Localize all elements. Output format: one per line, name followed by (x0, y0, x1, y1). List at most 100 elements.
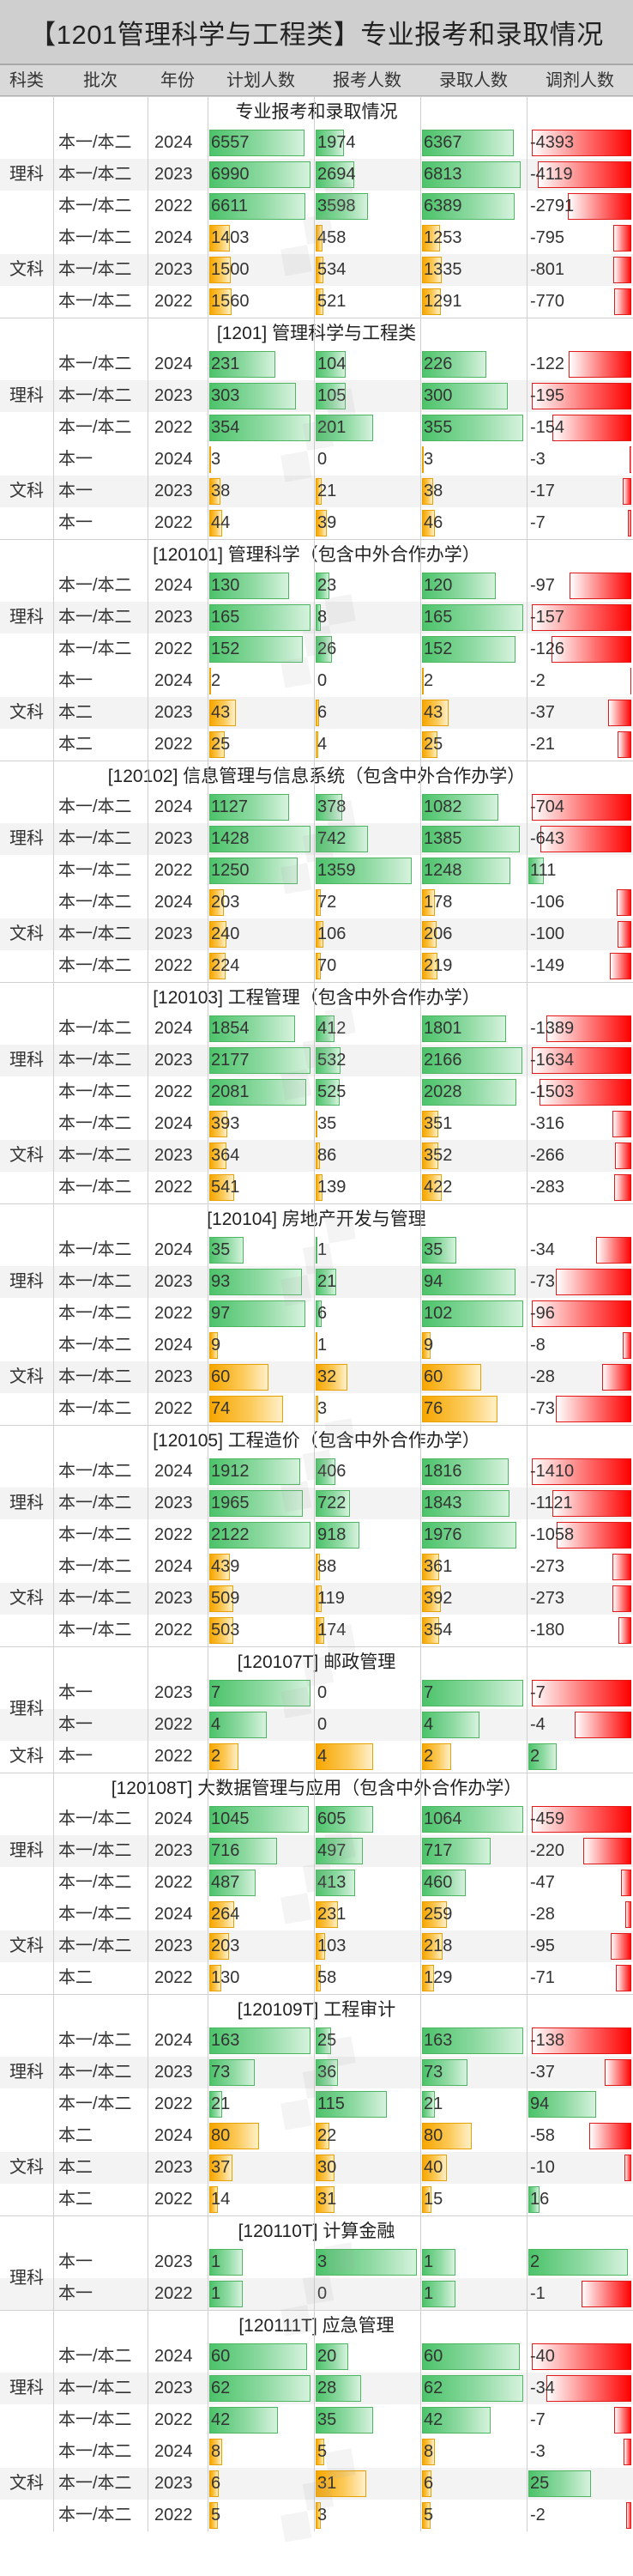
batch-cell: 本一/本二 (58, 1272, 132, 1291)
plan-bar (209, 1680, 310, 1706)
table-row: 本一/本二 2023 6 31 6 25 (0, 2468, 633, 2500)
plan-bar (209, 1269, 302, 1295)
apply-bar (316, 510, 327, 536)
admit-value: 1253 (424, 228, 462, 247)
plan-bar (209, 1396, 283, 1422)
plan-value: 2081 (211, 1082, 250, 1101)
adjust-bar (538, 161, 631, 188)
year-cell: 2022 (154, 2190, 193, 2209)
table-row: 本二 2023 43 6 43 -37 (0, 697, 633, 729)
section-title: [120108T] 大数据管理与应用（包含中外合作办学） (0, 1773, 633, 1803)
adjust-value: -21 (530, 735, 555, 754)
adjust-bar (546, 1015, 631, 1042)
year-cell: 2023 (154, 1494, 193, 1512)
adjust-bar (532, 130, 631, 156)
table-row: 本一/本二 2022 6611 3598 6389 -2791 (0, 191, 633, 222)
admit-value: 717 (424, 1841, 453, 1860)
adjust-bar (605, 2059, 631, 2086)
table-row: 本一/本二 2024 1403 458 1253 -795 (0, 222, 633, 254)
batch-cell: 本一/本二 (58, 1082, 132, 1101)
admit-value: 1 (424, 2284, 434, 2303)
kelei-label: 文科 (9, 260, 44, 279)
plan-value: 21 (211, 2094, 231, 2113)
adjust-value: -4393 (530, 133, 575, 152)
plan-value: 231 (211, 355, 240, 373)
adjust-value: -157 (530, 608, 565, 627)
table-row: 本一/本二 2024 9 1 9 -8 (0, 1330, 633, 1361)
plan-value: 3 (211, 450, 221, 469)
kelei-label: 文科 (9, 1937, 44, 1955)
table-row: 本一/本二 2024 35 1 35 -34 (0, 1234, 633, 1266)
apply-bar (316, 1838, 363, 1864)
apply-bar (316, 1901, 338, 1928)
year-cell: 2023 (154, 1589, 193, 1608)
adjust-value: -220 (530, 1841, 565, 1860)
kelei-label: 理科 (9, 1494, 44, 1512)
adjust-value: -47 (530, 1873, 555, 1892)
admit-value: 129 (424, 1968, 453, 1987)
apply-bar (316, 2249, 417, 2276)
plan-bar (209, 1458, 300, 1485)
plan-value: 14 (211, 2190, 231, 2209)
plan-bar (209, 478, 220, 505)
batch-cell: 本一/本二 (58, 608, 132, 627)
adjust-bar (528, 2470, 591, 2497)
admit-value: 6 (424, 2474, 434, 2493)
plan-bar (209, 858, 298, 884)
admit-value: 392 (424, 1589, 453, 1608)
apply-value: 0 (317, 1683, 328, 1702)
year-cell: 2022 (154, 1304, 193, 1323)
adjust-value: -795 (530, 228, 565, 247)
apply-bar (316, 1143, 320, 1169)
plan-bar (209, 225, 230, 252)
year-cell: 2024 (154, 1905, 193, 1924)
adjust-value: -316 (530, 1114, 565, 1133)
plan-value: 541 (211, 1178, 240, 1197)
batch-cell: 本一 (58, 2252, 93, 2271)
table-row: 本二 2022 25 4 25 -21 (0, 729, 633, 761)
table-row: 本一/本二 2023 509 119 392 -273 (0, 1583, 633, 1615)
batch-cell: 本一/本二 (58, 2442, 132, 2461)
admit-value: 43 (424, 703, 443, 722)
admit-value: 40 (424, 2158, 443, 2177)
admit-value: 21 (424, 2094, 443, 2113)
admit-bar (422, 1490, 509, 1517)
year-cell: 2024 (154, 1114, 193, 1133)
adjust-value: 111 (530, 861, 557, 880)
admit-value: 152 (424, 639, 453, 658)
table-row: 本一/本二 2022 2122 918 1976 -1058 (0, 1519, 633, 1551)
table-row: 本一/本二 2022 1560 521 1291 -770 (0, 286, 633, 318)
table-row: 本一/本二 2022 97 6 102 -96 (0, 1298, 633, 1330)
adjust-bar (612, 1554, 631, 1580)
adjust-value: -2 (530, 671, 546, 690)
plan-bar (209, 2123, 259, 2149)
adjust-value: -266 (530, 1146, 565, 1165)
apply-value: 534 (317, 260, 347, 279)
admit-value: 300 (424, 386, 453, 405)
adjust-bar (532, 1300, 631, 1327)
adjust-bar (612, 1111, 631, 1137)
section-title: [120111T] 应急管理 (0, 2310, 633, 2341)
plan-value: 6611 (211, 197, 249, 215)
admit-bar (422, 1870, 466, 1896)
adjust-value: -180 (530, 1621, 565, 1640)
admit-bar (422, 446, 424, 473)
adjust-bar (528, 1743, 557, 1770)
admit-bar (422, 953, 437, 979)
apply-bar (316, 573, 329, 599)
plan-bar (209, 2027, 310, 2054)
table-row: 本一/本二 2022 152 26 152 -126 (0, 633, 633, 665)
plan-value: 487 (211, 1873, 240, 1892)
apply-bar (316, 1458, 335, 1485)
apply-bar (316, 1300, 322, 1327)
apply-value: 139 (317, 1178, 347, 1197)
plan-bar (209, 1174, 234, 1201)
table-row: 本一/本二 2022 2081 525 2028 -1503 (0, 1076, 633, 1108)
table-header: 科类 批次 年份 计划人数 报考人数 录取人数 调剂人数 (0, 65, 633, 96)
adjust-bar (618, 1617, 631, 1644)
admit-value: 8 (424, 2442, 434, 2461)
batch-cell: 本一/本二 (58, 829, 132, 848)
adjust-value: -1058 (530, 1525, 575, 1544)
admit-bar (422, 383, 508, 409)
apply-bar (316, 858, 412, 884)
